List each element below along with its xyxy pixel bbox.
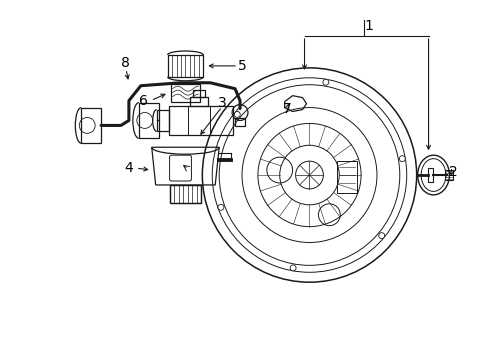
Circle shape [322,79,328,85]
Text: 5: 5 [237,59,246,73]
Bar [427,168,432,182]
Bar [170,84,200,102]
Text: 1: 1 [364,19,373,33]
Bar [168,105,233,135]
Bar [337,161,356,193]
Text: 6: 6 [139,94,148,108]
Text: 8: 8 [121,56,130,70]
Circle shape [399,156,405,162]
Circle shape [378,233,384,239]
Bar [139,103,158,138]
Circle shape [234,112,240,117]
Bar [169,185,201,203]
Bar [193,90,205,96]
Bar [190,96,208,105]
Circle shape [218,204,224,210]
Bar [445,170,452,180]
Text: 2: 2 [448,165,457,179]
Bar [156,109,168,131]
Text: 7: 7 [283,102,291,116]
Circle shape [289,265,296,271]
Text: 4: 4 [124,161,133,175]
Bar [167,55,203,77]
Text: 3: 3 [217,96,226,109]
Bar [81,108,101,143]
Bar [235,118,244,126]
Bar [169,185,201,203]
